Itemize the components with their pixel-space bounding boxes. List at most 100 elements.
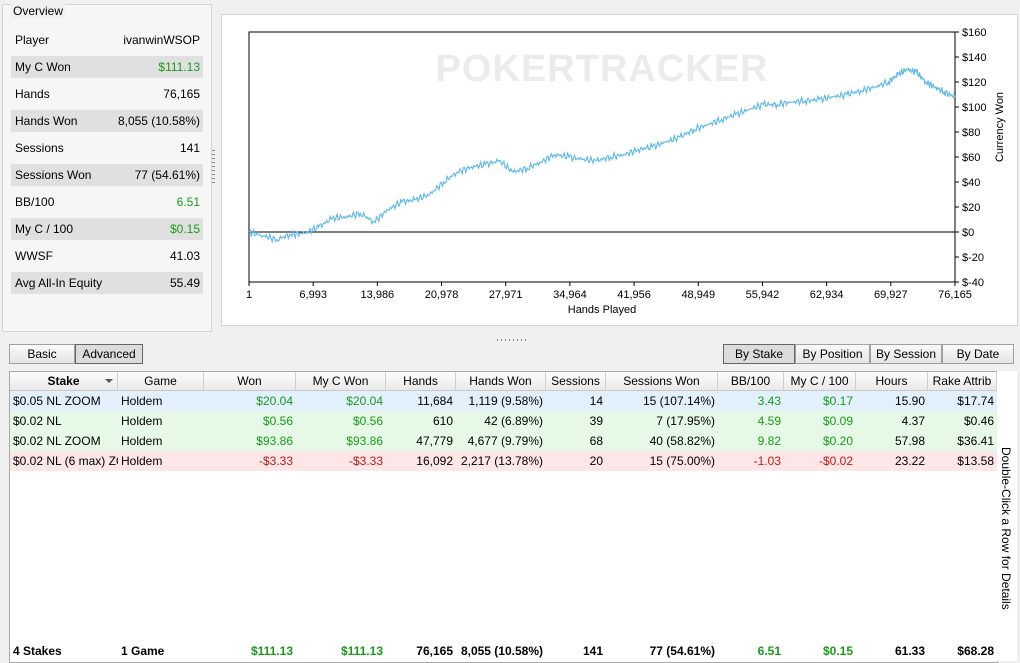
table-cell: $0.02 NL (6 max) ZOOM xyxy=(13,454,118,468)
vertical-splitter-handle[interactable] xyxy=(212,150,215,184)
table-cell: $0.05 NL ZOOM xyxy=(13,394,101,408)
footer-cell: 77 (54.61%) xyxy=(649,644,715,658)
x-tick-label: 1 xyxy=(246,289,252,301)
table-cell: $0.56 xyxy=(262,414,293,428)
table-cell: 4.59 xyxy=(757,414,781,428)
table-cell: $0.02 NL xyxy=(13,414,62,428)
stats-table: Stake Game Won My C Won Hands Hands Won Sessio… xyxy=(9,371,998,663)
overview-row: Sessions 141 xyxy=(11,137,203,159)
overview-row: Sessions Won 77 (54.61%) xyxy=(11,164,203,186)
column-header-label: Sessions Won xyxy=(623,374,700,388)
y-axis-label: Currency Won xyxy=(994,92,1006,162)
tab-by-session[interactable]: By Session xyxy=(870,344,942,364)
table-cell: $0.56 xyxy=(352,414,383,428)
column-header-label: Game xyxy=(144,374,177,388)
overview-label: Hands Won xyxy=(15,114,78,128)
footer-cell: 1 Game xyxy=(121,644,165,658)
overview-label: Player xyxy=(15,33,50,47)
table-cell: $93.86 xyxy=(256,434,293,448)
table-row[interactable]: $0.02 NL Holdem $0.56 $0.56 610 42 (6.89%) 39 7… xyxy=(10,411,997,431)
table-cell: $0.17 xyxy=(822,394,853,408)
table-row[interactable]: $0.05 NL ZOOM Holdem $20.04 $20.04 11,684 1,1… xyxy=(10,391,997,411)
table-cell: 1,119 (9.58%) xyxy=(468,394,544,408)
column-header-label: Stake xyxy=(47,374,80,388)
column-header-won[interactable]: Won xyxy=(204,372,296,390)
column-header-game[interactable]: Game xyxy=(118,372,204,390)
view-mode-tabs: Basic Advanced xyxy=(9,344,143,366)
table-cell: 15.90 xyxy=(894,394,925,408)
table-cell: 4,677 (9.79%) xyxy=(467,434,543,448)
footer-cell: 141 xyxy=(582,644,603,658)
column-header-hours[interactable]: Hours xyxy=(856,372,928,390)
horizontal-splitter-handle[interactable] xyxy=(497,339,527,341)
y-tick-label: $80 xyxy=(962,127,980,139)
tab-by-stake[interactable]: By Stake xyxy=(723,344,795,364)
table-cell: 40 (58.82%) xyxy=(649,434,715,448)
overview-label: BB/100 xyxy=(15,195,55,209)
overview-label: Sessions Won xyxy=(15,168,92,182)
column-header-my-c-100[interactable]: My C / 100 xyxy=(784,372,856,390)
x-tick-label: 27,971 xyxy=(489,289,523,301)
column-header-rake-attrib[interactable]: Rake Attrib xyxy=(928,372,997,390)
double-click-hint-text: Double-Click a Row for Details xyxy=(999,447,1013,610)
x-tick-label: 48,949 xyxy=(681,289,715,301)
overview-row: My C Won $111.13 xyxy=(11,56,203,78)
y-tick-label: $120 xyxy=(962,77,986,89)
table-cell: 14 xyxy=(589,394,603,408)
table-cell: 9.82 xyxy=(757,434,781,448)
overview-panel: Overview Player ivanwinWSOP My C Won $111.1… xyxy=(2,4,212,332)
overview-label: Avg All-In Equity xyxy=(15,276,103,290)
column-header-label: Sessions xyxy=(551,374,600,388)
footer-cell: $111.13 xyxy=(340,644,383,658)
table-cell: $0.02 NL ZOOM xyxy=(13,434,101,448)
x-tick-label: 13,986 xyxy=(361,289,395,301)
tab-by-date[interactable]: By Date xyxy=(942,344,1014,364)
table-cell: -$0.02 xyxy=(818,454,853,468)
y-tick-label: $20 xyxy=(962,202,980,214)
overview-value: 77 (54.61%) xyxy=(134,168,200,182)
overview-row: Hands 76,165 xyxy=(11,83,203,105)
y-tick-label: $160 xyxy=(962,27,986,39)
overview-value: 6.51 xyxy=(176,195,200,209)
footer-cell: 4 Stakes xyxy=(13,644,62,658)
x-tick-label: 62,934 xyxy=(810,289,844,301)
table-cell: $17.74 xyxy=(957,394,994,408)
x-tick-label: 34,964 xyxy=(553,289,587,301)
overview-row: My C / 100 $0.15 xyxy=(11,218,203,240)
overview-title: Overview xyxy=(11,4,66,18)
column-header-sessions[interactable]: Sessions xyxy=(546,372,606,390)
overview-label: My C Won xyxy=(15,60,71,74)
table-cell: $0.46 xyxy=(963,414,994,428)
overview-row: Player ivanwinWSOP xyxy=(11,29,203,51)
column-header-hands-won[interactable]: Hands Won xyxy=(456,372,546,390)
tab-advanced[interactable]: Advanced xyxy=(75,344,143,364)
column-header-label: Hands xyxy=(403,374,438,388)
x-tick-label: 55,942 xyxy=(746,289,780,301)
footer-cell: $111.13 xyxy=(250,644,293,658)
overview-label: WWSF xyxy=(15,249,53,263)
tab-by-position[interactable]: By Position xyxy=(795,344,870,364)
x-tick-label: 76,165 xyxy=(938,289,972,301)
table-cell: $0.09 xyxy=(822,414,853,428)
column-header-bb-100[interactable]: BB/100 xyxy=(718,372,784,390)
table-cell: -$3.33 xyxy=(348,454,383,468)
column-header-my-c-won[interactable]: My C Won xyxy=(296,372,386,390)
footer-cell: 6.51 xyxy=(757,644,781,658)
table-cell: 7 (17.95%) xyxy=(656,414,715,428)
overview-row: Hands Won 8,055 (10.58%) xyxy=(11,110,203,132)
table-row[interactable]: $0.02 NL ZOOM Holdem $93.86 $93.86 47,779 4,6… xyxy=(10,431,997,451)
overview-row: Avg All-In Equity 55.49 xyxy=(11,272,203,294)
column-header-stake[interactable]: Stake xyxy=(10,372,118,390)
table-header: Stake Game Won My C Won Hands Hands Won Sessio… xyxy=(10,372,997,391)
table-cell: 3.43 xyxy=(757,394,781,408)
x-tick-label: 6,993 xyxy=(299,289,327,301)
column-header-hands[interactable]: Hands xyxy=(386,372,456,390)
footer-cell: 76,165 xyxy=(416,644,453,658)
tab-basic[interactable]: Basic xyxy=(9,344,75,364)
y-tick-label: $0 xyxy=(962,227,974,239)
overview-stats: Player ivanwinWSOP My C Won $111.13 Hands 76,… xyxy=(11,29,203,299)
overview-value: 8,055 (10.58%) xyxy=(117,114,200,128)
column-header-sessions-won[interactable]: Sessions Won xyxy=(606,372,718,390)
grouping-tabs: By Stake By Position By Session By Date xyxy=(723,344,1014,366)
